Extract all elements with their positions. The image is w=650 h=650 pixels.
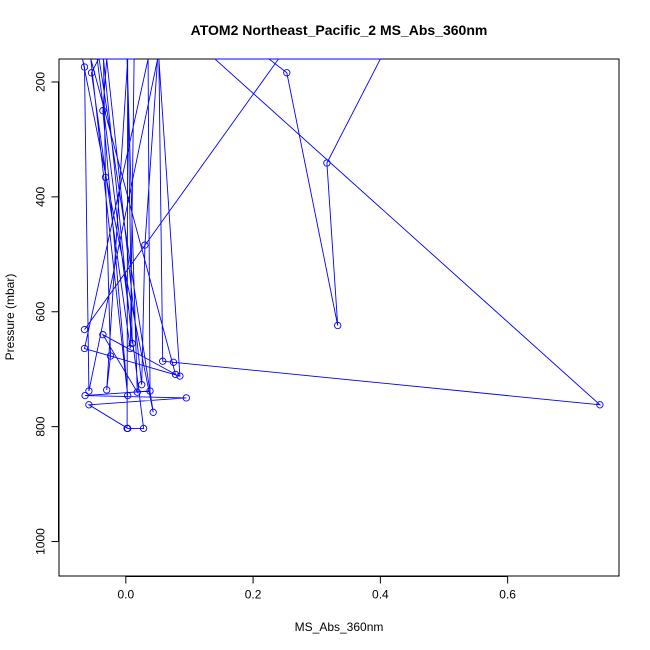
data-point [106, 352, 115, 360]
series-line [82, 58, 602, 429]
data-point [80, 344, 89, 353]
y-tick-label: 1000 [34, 528, 48, 555]
x-axis: 0.0 0.2 0.4 0.6 [117, 576, 516, 602]
x-tick-label: 0.4 [372, 588, 389, 602]
data-point [138, 381, 146, 389]
data-point [171, 370, 180, 379]
data-point [159, 357, 167, 365]
y-tick-label: 200 [34, 72, 48, 92]
data-point [133, 388, 141, 396]
x-tick-label: 0.2 [245, 588, 262, 602]
data-point [149, 408, 157, 416]
chart-title: ATOM2 Northeast_Pacific_2 MS_Abs_360nm [191, 22, 488, 38]
data-point [99, 107, 107, 115]
data-point [126, 344, 134, 353]
data-point [596, 401, 604, 409]
data-point [85, 401, 93, 409]
data-point [182, 394, 190, 402]
data-point [323, 159, 331, 167]
y-tick-label: 800 [34, 416, 48, 436]
data-point [176, 372, 184, 380]
x-tick-label: 0.0 [117, 588, 134, 602]
data-point [99, 331, 107, 339]
x-tick-label: 0.6 [499, 588, 516, 602]
x-axis-label: MS_Abs_360nm [295, 620, 384, 634]
data-point [169, 358, 178, 366]
data-point [101, 173, 110, 181]
data-point [128, 339, 136, 348]
y-axis-label: Pressure (mbar) [3, 274, 17, 361]
data-point [80, 325, 89, 334]
y-axis: 200 400 600 800 1000 [34, 72, 59, 555]
data-point [103, 386, 111, 394]
data-point [81, 391, 89, 400]
y-tick-label: 400 [34, 187, 48, 207]
data-point [139, 424, 148, 433]
data-point [141, 241, 149, 249]
data-point [124, 391, 132, 400]
data-point [123, 424, 131, 433]
data-point [85, 387, 93, 395]
data-point [87, 69, 96, 77]
data-point [146, 387, 154, 395]
y-tick-label: 600 [34, 301, 48, 321]
data-point [80, 63, 89, 71]
series-layer [80, 58, 604, 433]
data-point [283, 69, 291, 77]
data-point [334, 321, 342, 330]
